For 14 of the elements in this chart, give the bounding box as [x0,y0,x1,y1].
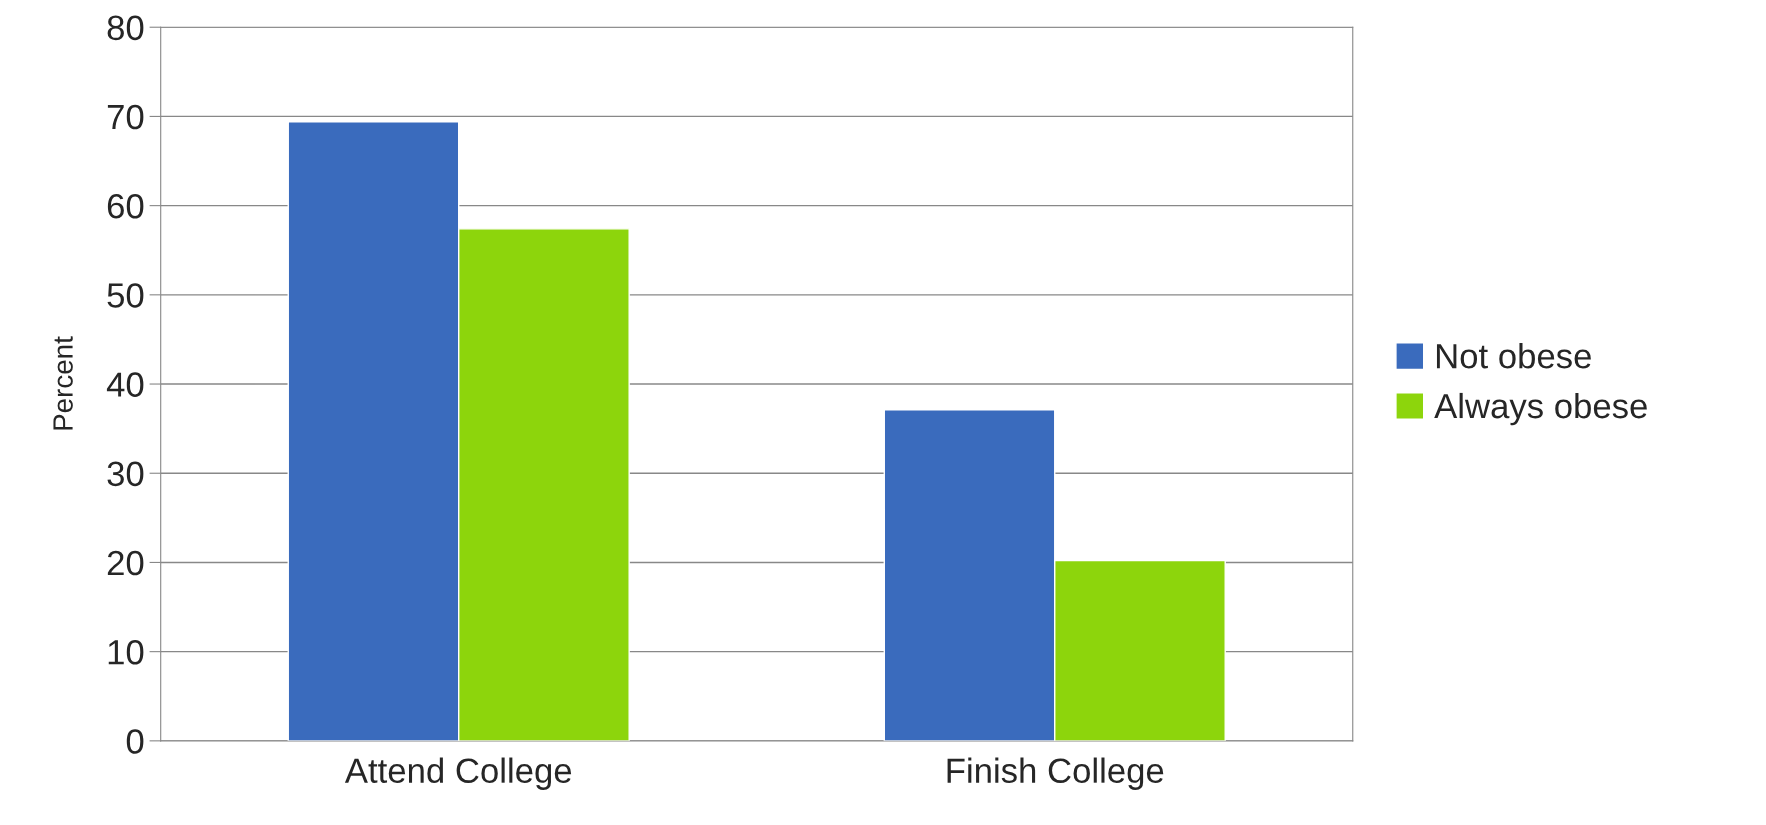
y-tick-label: 50 [107,283,144,308]
y-tick-label: 0 [126,729,144,754]
y-tick-label: 40 [106,372,144,397]
y-tick-label: 30 [107,461,144,487]
y-tick-label: 60 [107,193,144,219]
legend-label: Not obese [1436,342,1591,369]
y-axis-title: Percent [53,336,73,430]
legend-label: Always obese [1434,392,1647,426]
x-tick-label: Attend College [344,757,572,790]
y-tick-label: 10 [108,639,144,665]
y-tick-label: 80 [107,15,144,41]
y-tick-label: 20 [107,550,144,576]
y-tick-label: 70 [107,104,144,130]
x-tick-label: Finish College [947,757,1164,790]
